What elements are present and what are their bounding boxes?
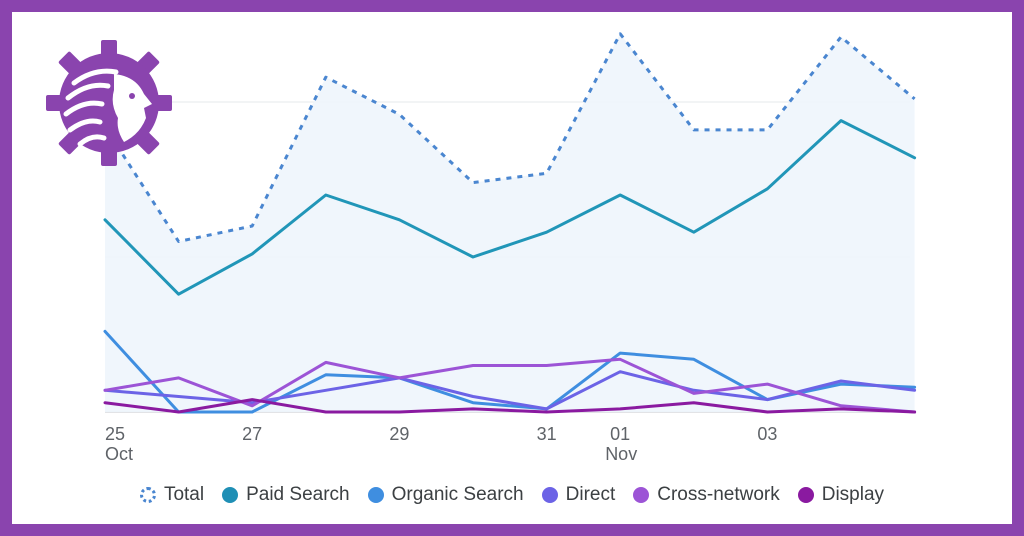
legend-item-display[interactable]: Display [797,484,885,506]
lion-gear-logo-icon [46,40,172,166]
series-line-display[interactable] [103,398,917,414]
legend-item-cross-network[interactable]: Cross-network [633,484,780,506]
legend-label: Direct [565,484,616,505]
legend-item-direct[interactable]: Direct [541,484,616,506]
x-tick-label: 01 [610,424,630,444]
legend-direct-swatch-icon [541,487,558,503]
x-tick-month-label: Nov [605,444,637,464]
legend-paid-search-swatch-icon [222,487,239,503]
series-area-total [105,33,915,413]
legend-label: Cross-network [657,484,780,505]
legend-label: Paid Search [246,484,350,505]
legend-display-swatch-icon [797,487,814,503]
x-tick-label: 31 [537,424,557,444]
legend: Total Paid Search Organic Search Direct … [0,484,1024,506]
legend-item-paid-search[interactable]: Paid Search [222,484,350,506]
series-lines [103,32,917,414]
legend-label: Display [821,484,885,505]
total-area [105,33,915,413]
series-line-paid-search[interactable] [103,119,917,296]
legend-total-swatch-icon [139,487,156,503]
x-tick-month-label: Oct [105,444,133,464]
legend-cross-network-swatch-icon [633,487,650,503]
x-tick-label: 03 [757,424,777,444]
legend-label: Total [163,484,205,505]
legend-item-total[interactable]: Total [139,484,205,506]
legend-label: Organic Search [391,484,524,505]
x-tick-label: 27 [242,424,262,444]
legend-item-organic-search[interactable]: Organic Search [367,484,524,506]
series-line-total[interactable] [103,32,916,243]
x-tick-label: 25 [105,424,125,444]
x-tick-label: 29 [389,424,409,444]
legend-organic-search-swatch-icon [367,487,384,503]
